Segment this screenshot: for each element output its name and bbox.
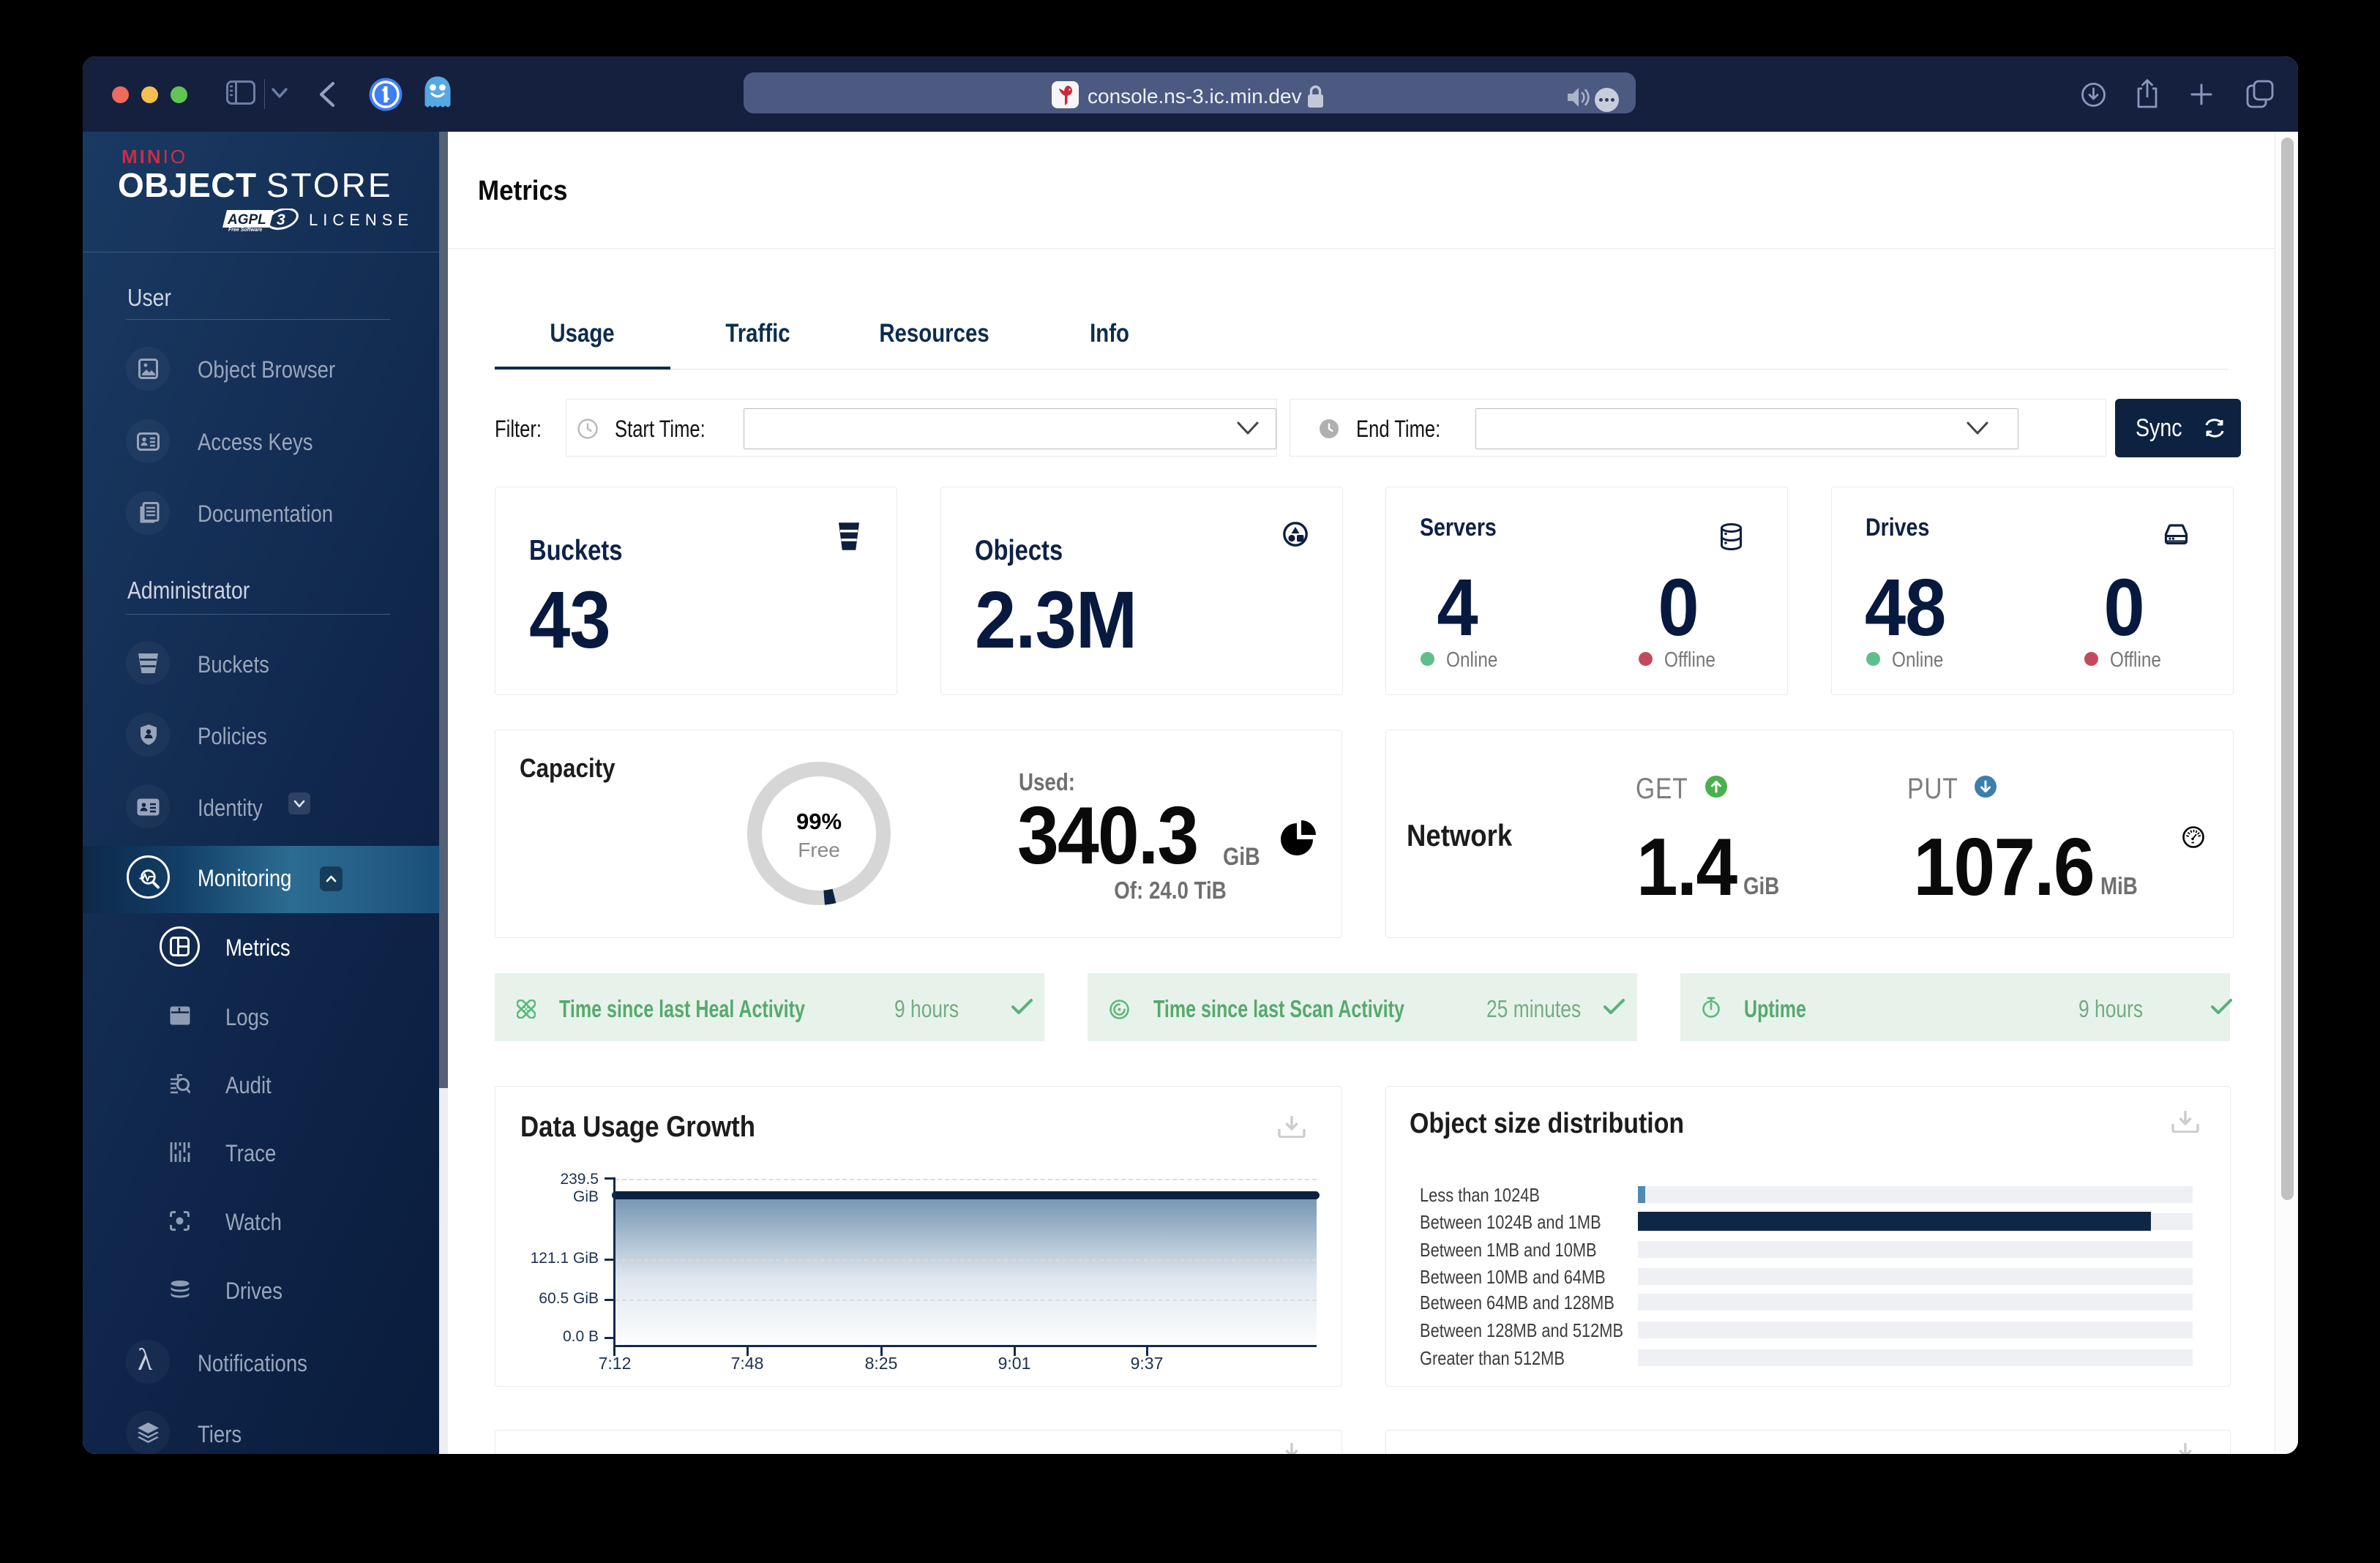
svg-text:Free Software: Free Software bbox=[228, 228, 262, 233]
svg-text:AGPL: AGPL bbox=[227, 212, 266, 228]
svg-text:3: 3 bbox=[277, 211, 285, 228]
